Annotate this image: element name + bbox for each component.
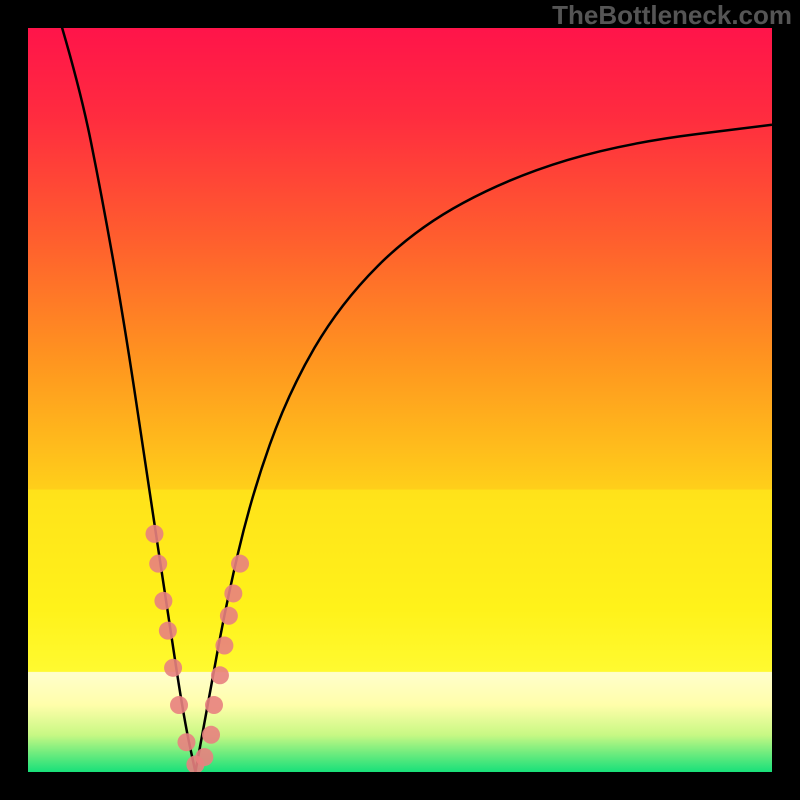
data-marker: [159, 622, 177, 640]
data-marker: [145, 525, 163, 543]
data-marker: [231, 555, 249, 573]
data-marker: [220, 607, 238, 625]
bottleneck-chart: [28, 28, 772, 772]
plot-area: [28, 28, 772, 772]
data-marker: [164, 659, 182, 677]
data-marker: [205, 696, 223, 714]
watermark-text: TheBottleneck.com: [552, 0, 792, 31]
data-marker: [177, 733, 195, 751]
data-marker: [224, 584, 242, 602]
data-marker: [149, 555, 167, 573]
data-marker: [195, 748, 213, 766]
data-marker: [170, 696, 188, 714]
data-marker: [211, 666, 229, 684]
data-marker: [154, 592, 172, 610]
data-marker: [215, 637, 233, 655]
data-marker: [202, 726, 220, 744]
